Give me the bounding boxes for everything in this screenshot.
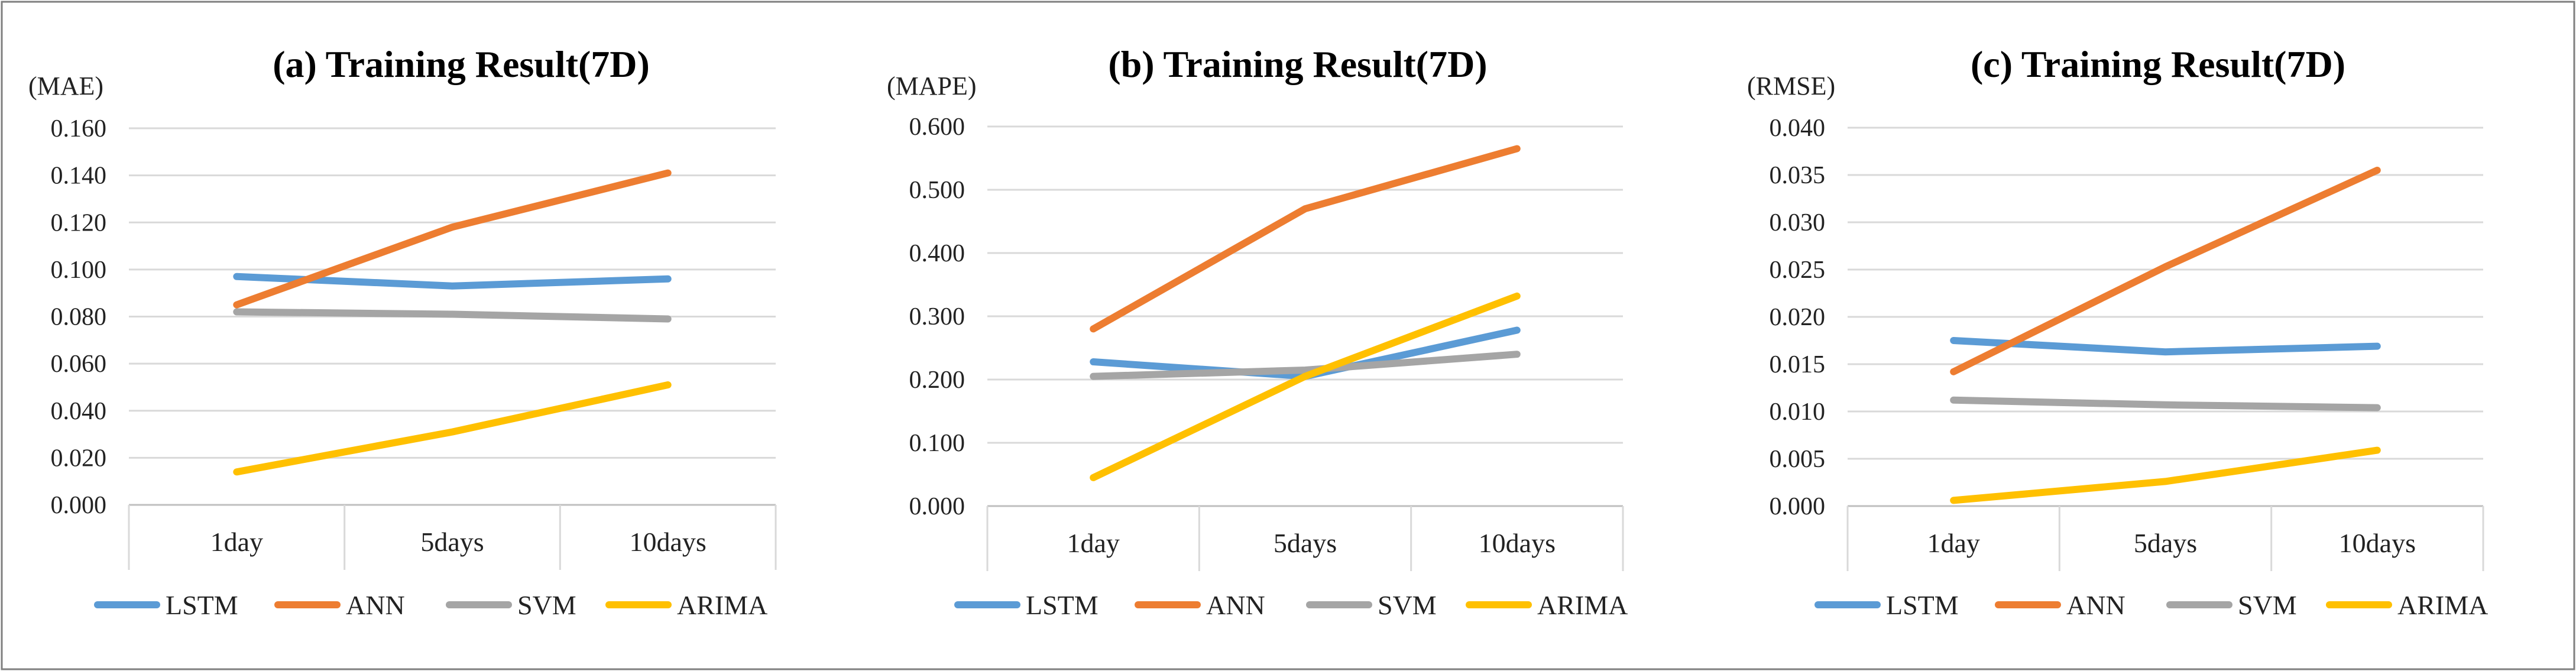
panel-a-series — [233, 169, 672, 476]
panel-c-y-tick-label: 0.000 — [1770, 493, 1826, 520]
panel-a-x-tick-label: 10days — [630, 527, 707, 557]
panel-a-series-line-arima — [233, 381, 672, 476]
panel-c-y-tick-label: 0.030 — [1770, 209, 1826, 236]
panel-c-series-line-lstm — [1950, 337, 2381, 356]
panel-c-y-tick-labels: 0.000 0.005 0.010 0.015 0.020 0.025 0.030 0.035… — [1770, 115, 1826, 520]
panel-a-y-tick-label: 0.060 — [51, 351, 107, 378]
panel-a-legend: LSTM ANN SVM ARIMA — [94, 590, 767, 620]
panel-b-y-tick-label: 0.400 — [909, 240, 965, 267]
panel-a-x-tick-label: 1day — [210, 527, 263, 557]
panel-c-legend: LSTM ANN SVM ARIMA — [1814, 590, 2488, 620]
panel-b-series-line-ann — [1090, 145, 1521, 333]
panel-b-y-tick-label: 0.100 — [909, 430, 965, 457]
panel-a-y-tick-label: 0.080 — [51, 304, 107, 331]
panel-a: (a) Training Result(7D) (MAE) 0.000 0.020… — [28, 43, 777, 620]
panel-b-x-tick-label: 10days — [1479, 528, 1556, 558]
panel-b-ylabel: (MAPE) — [887, 72, 977, 101]
panel-c-legend-label-arima: ARIMA — [2397, 590, 2488, 620]
panel-b-y-tick-label: 0.600 — [909, 114, 965, 141]
panel-b-x-tick-label: 5days — [1274, 528, 1337, 558]
panel-b-y-tick-labels: 0.000 0.100 0.200 0.300 0.400 0.500 0.600 — [909, 114, 965, 520]
panel-a-x-tick-label: 5days — [420, 527, 484, 557]
panel-a-series-line-svm — [233, 308, 672, 323]
panel-b: (b) Training Result(7D) (MAPE) 0.000 0.10… — [887, 43, 1628, 620]
panel-a-legend-label-arima: ARIMA — [677, 590, 767, 620]
panel-c-y-tick-label: 0.035 — [1770, 162, 1826, 189]
panel-c-title: (c) Training Result(7D) — [1971, 43, 2345, 85]
panel-a-y-tick-label: 0.100 — [51, 257, 107, 284]
panel-a-legend-label-svm: SVM — [517, 590, 576, 620]
panel-a-x-axis: 1day 5days 10days — [128, 504, 777, 570]
panel-a-title: (a) Training Result(7D) — [273, 43, 650, 85]
panel-b-series-line-arima — [1090, 292, 1521, 481]
panel-b-legend: LSTM ANN SVM ARIMA — [954, 590, 1628, 620]
panel-a-y-tick-label: 0.140 — [51, 163, 107, 190]
panel-b-x-tick-label: 1day — [1067, 528, 1119, 558]
panel-b-series-line-svm — [1090, 351, 1521, 380]
panel-c-x-tick-label: 5days — [2134, 528, 2197, 558]
panel-b-y-tick-label: 0.200 — [909, 367, 965, 394]
panel-a-legend-label-lstm: LSTM — [166, 590, 238, 620]
panel-c-y-tick-label: 0.040 — [1770, 115, 1826, 142]
panel-b-legend-label-svm: SVM — [1378, 590, 1437, 620]
panel-a-legend-label-ann: ANN — [346, 590, 405, 620]
panel-c-series-line-arima — [1950, 446, 2381, 504]
panel-c-y-tick-label: 0.010 — [1770, 398, 1826, 426]
panel-a-y-tick-label: 0.040 — [51, 398, 107, 425]
panel-c-x-axis: 1day 5days 10days — [1846, 505, 2484, 571]
panel-b-title: (b) Training Result(7D) — [1108, 43, 1487, 85]
panel-a-y-tick-label: 0.160 — [51, 115, 107, 142]
panel-c-legend-label-lstm: LSTM — [1886, 590, 1959, 620]
panel-b-legend-label-lstm: LSTM — [1026, 590, 1099, 620]
panel-c-x-tick-label: 1day — [1927, 528, 1979, 558]
panel-c-x-tick-label: 10days — [2339, 528, 2416, 558]
panel-c-series — [1950, 167, 2381, 504]
panel-c-legend-label-svm: SVM — [2238, 590, 2297, 620]
panel-c-y-tick-label: 0.005 — [1770, 446, 1826, 473]
panel-c-legend-label-ann: ANN — [2066, 590, 2125, 620]
panel-a-y-tick-label: 0.000 — [51, 492, 107, 519]
panel-c-series-line-svm — [1950, 396, 2381, 411]
panel-c-y-tick-label: 0.020 — [1770, 304, 1826, 331]
panel-c-y-tick-label: 0.015 — [1770, 351, 1826, 378]
panel-a-series-line-ann — [233, 169, 672, 309]
panel-c-ylabel: (RMSE) — [1747, 72, 1835, 101]
panel-b-x-axis: 1day 5days 10days — [986, 505, 1624, 571]
panel-c-series-line-ann — [1950, 167, 2381, 375]
panel-b-legend-label-arima: ARIMA — [1537, 590, 1628, 620]
panel-b-y-tick-label: 0.500 — [909, 177, 965, 204]
panel-c-y-tick-label: 0.025 — [1770, 257, 1826, 284]
panel-c-gridlines — [1848, 127, 2483, 507]
panel-c: (c) Training Result(7D) (RMSE) 0.0000.00… — [1747, 43, 2488, 620]
panel-b-y-tick-label: 0.300 — [909, 303, 965, 330]
panel-a-ylabel: (MAE) — [28, 72, 103, 101]
panel-a-y-tick-label: 0.020 — [51, 445, 107, 472]
panel-b-series — [1090, 145, 1521, 481]
panel-a-y-tick-labels: 0.000 0.020 0.040 0.060 0.080 0.100 0.120 0.140… — [51, 115, 107, 519]
panel-a-y-tick-label: 0.120 — [51, 209, 107, 236]
panel-b-y-tick-label: 0.000 — [909, 493, 965, 520]
panel-b-legend-label-ann: ANN — [1206, 590, 1265, 620]
